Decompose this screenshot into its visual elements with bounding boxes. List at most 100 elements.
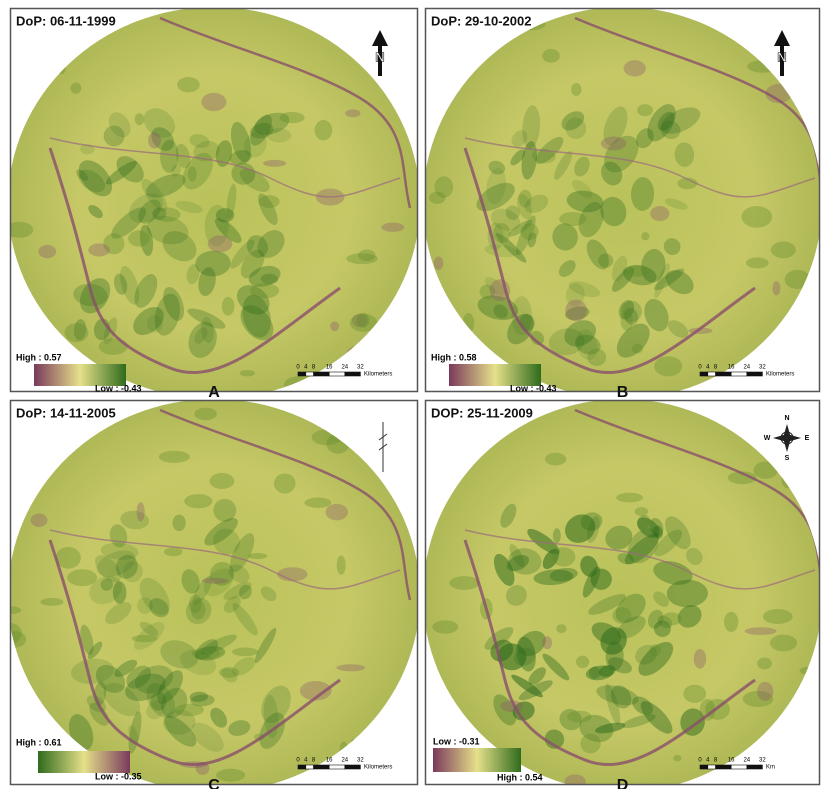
panel-letter: C [208,777,220,789]
vegetation-patch [194,408,217,421]
north-arrow [379,422,387,472]
vegetation-patch [188,167,197,182]
vegetation-patch [274,473,296,493]
vegetation-patch [284,376,312,393]
vegetation-patch [174,704,203,716]
vegetation-patch [304,498,331,508]
vegetation-patch [683,685,706,703]
scale-segment [708,372,716,376]
vegetation-patch [432,620,458,633]
vegetation-patch [745,627,777,635]
vegetation-patch [635,507,649,516]
vegetation-patch [210,473,235,489]
vegetation-patch [637,104,653,116]
vegetation-patch [208,235,233,252]
vegetation-patch [10,65,36,83]
vegetation-patch [192,648,221,659]
vegetation-patch [219,667,239,678]
vegetation-patch [616,493,643,503]
scale-unit: Km [766,765,775,771]
vegetation-patch [280,112,305,123]
vegetation-patch [337,664,366,671]
vegetation-patch [312,429,343,445]
vegetation-patch [345,109,360,117]
vegetation-patch [694,649,706,669]
vegetation-patch [785,270,811,289]
vegetation-patch [330,321,339,331]
vegetation-patch [88,243,110,256]
scale-segment [329,765,345,769]
north-label: N [375,49,384,64]
vegetation-patch [164,547,182,556]
vegetation-patch [741,206,772,228]
scale-label: 32 [759,758,766,764]
vegetation-patch [337,555,346,574]
vegetation-patch [747,60,778,73]
legend-high: High : 0.61 [16,737,62,747]
vegetation-patch [542,49,560,63]
vegetation-patch [345,33,360,49]
scale-label: 24 [341,365,348,371]
vegetation-patch [542,636,552,649]
vegetation-patch [632,344,643,354]
vegetation-patch [756,39,777,52]
vegetation-patch [746,257,769,268]
vegetation-patch [771,241,796,258]
panel-letter: A [208,384,220,401]
scale-label: 24 [341,758,348,764]
map-area [0,399,420,789]
scale-unit: Kilometers [364,372,392,378]
vegetation-patch [434,257,444,270]
vegetation-patch [60,778,85,788]
vegetation-patch [552,547,576,566]
vegetation-patch [184,494,212,508]
vegetation-patch [772,281,780,295]
scale-label: 16 [326,758,333,764]
vegetation-patch [177,77,200,92]
scale-segment [298,372,306,376]
panel-letter: D [617,777,629,789]
vegetation-patch [38,245,56,258]
vegetation-patch [580,734,600,754]
scale-segment [345,372,361,376]
vegetation-patch [172,515,185,532]
legend-high: High : 0.58 [431,352,477,362]
scale-segment [700,372,708,376]
vegetation-patch [70,82,81,93]
scale-label: 16 [326,365,333,371]
vegetation-patch [454,446,485,453]
vegetation-patch [564,774,585,789]
legend-bar [38,751,130,773]
vegetation-patch [661,612,681,625]
compass-label: W [764,435,771,442]
vegetation-patch [724,612,738,632]
vegetation-patch [99,338,128,355]
north-label: N [777,49,786,64]
panel-letter: B [617,384,629,401]
scale-segment [716,372,732,376]
vegetation-patch [493,223,510,243]
map-area [6,0,420,399]
vegetation-patch [556,624,566,633]
compass-label: S [785,455,790,462]
vegetation-patch [757,682,773,701]
panel-title: DoP: 29-10-2002 [431,13,531,28]
vegetation-patch [222,297,234,316]
vegetation-patch [137,502,145,521]
vegetation-patch [57,61,66,75]
legend-low: Low : -0.43 [510,383,557,393]
scale-label: 24 [743,758,750,764]
vegetation-patch [587,348,606,366]
vegetation-patch [650,644,661,656]
vegetation-patch [772,397,802,407]
legend-low: Low : -0.43 [95,383,142,393]
vegetation-patch [189,594,202,613]
vegetation-patch [387,729,416,748]
vegetation-patch [248,553,267,559]
map-panel: DoP: 29-10-2002NHigh : 0.58Low : -0.4304… [423,7,825,399]
map-area [423,7,825,399]
vegetation-patch [46,421,78,438]
vegetation-patch [621,310,633,331]
figure: DoP: 06-11-1999NHigh : 0.57Low : -0.4304… [0,0,826,789]
